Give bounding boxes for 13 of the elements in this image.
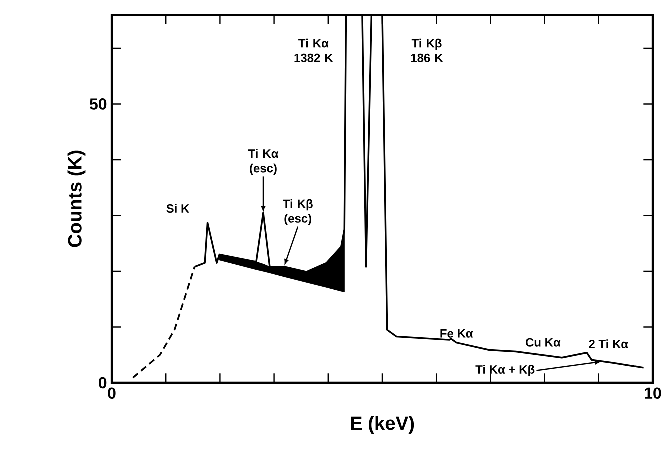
annotation: Cu Kα	[526, 338, 561, 347]
annotation: Ti Kβ (esc)	[283, 199, 313, 226]
y-axis-title: Counts (K)	[68, 150, 86, 248]
annotation: Ti Kα (esc)	[248, 149, 279, 176]
annotation: Ti Kβ 186 K	[411, 38, 444, 62]
x-tick-label: 10	[645, 388, 662, 400]
annotation: Fe Kα	[440, 330, 474, 338]
y-tick-label: 50	[90, 98, 107, 110]
annotation: 2 Ti Kα	[589, 340, 628, 348]
annotation: Ti Kα + Kβ	[476, 365, 535, 376]
annotation: Si K	[166, 204, 190, 214]
x-axis-title: E (keV)	[351, 416, 414, 434]
annotation: Ti Kα 1382 K	[294, 38, 334, 62]
